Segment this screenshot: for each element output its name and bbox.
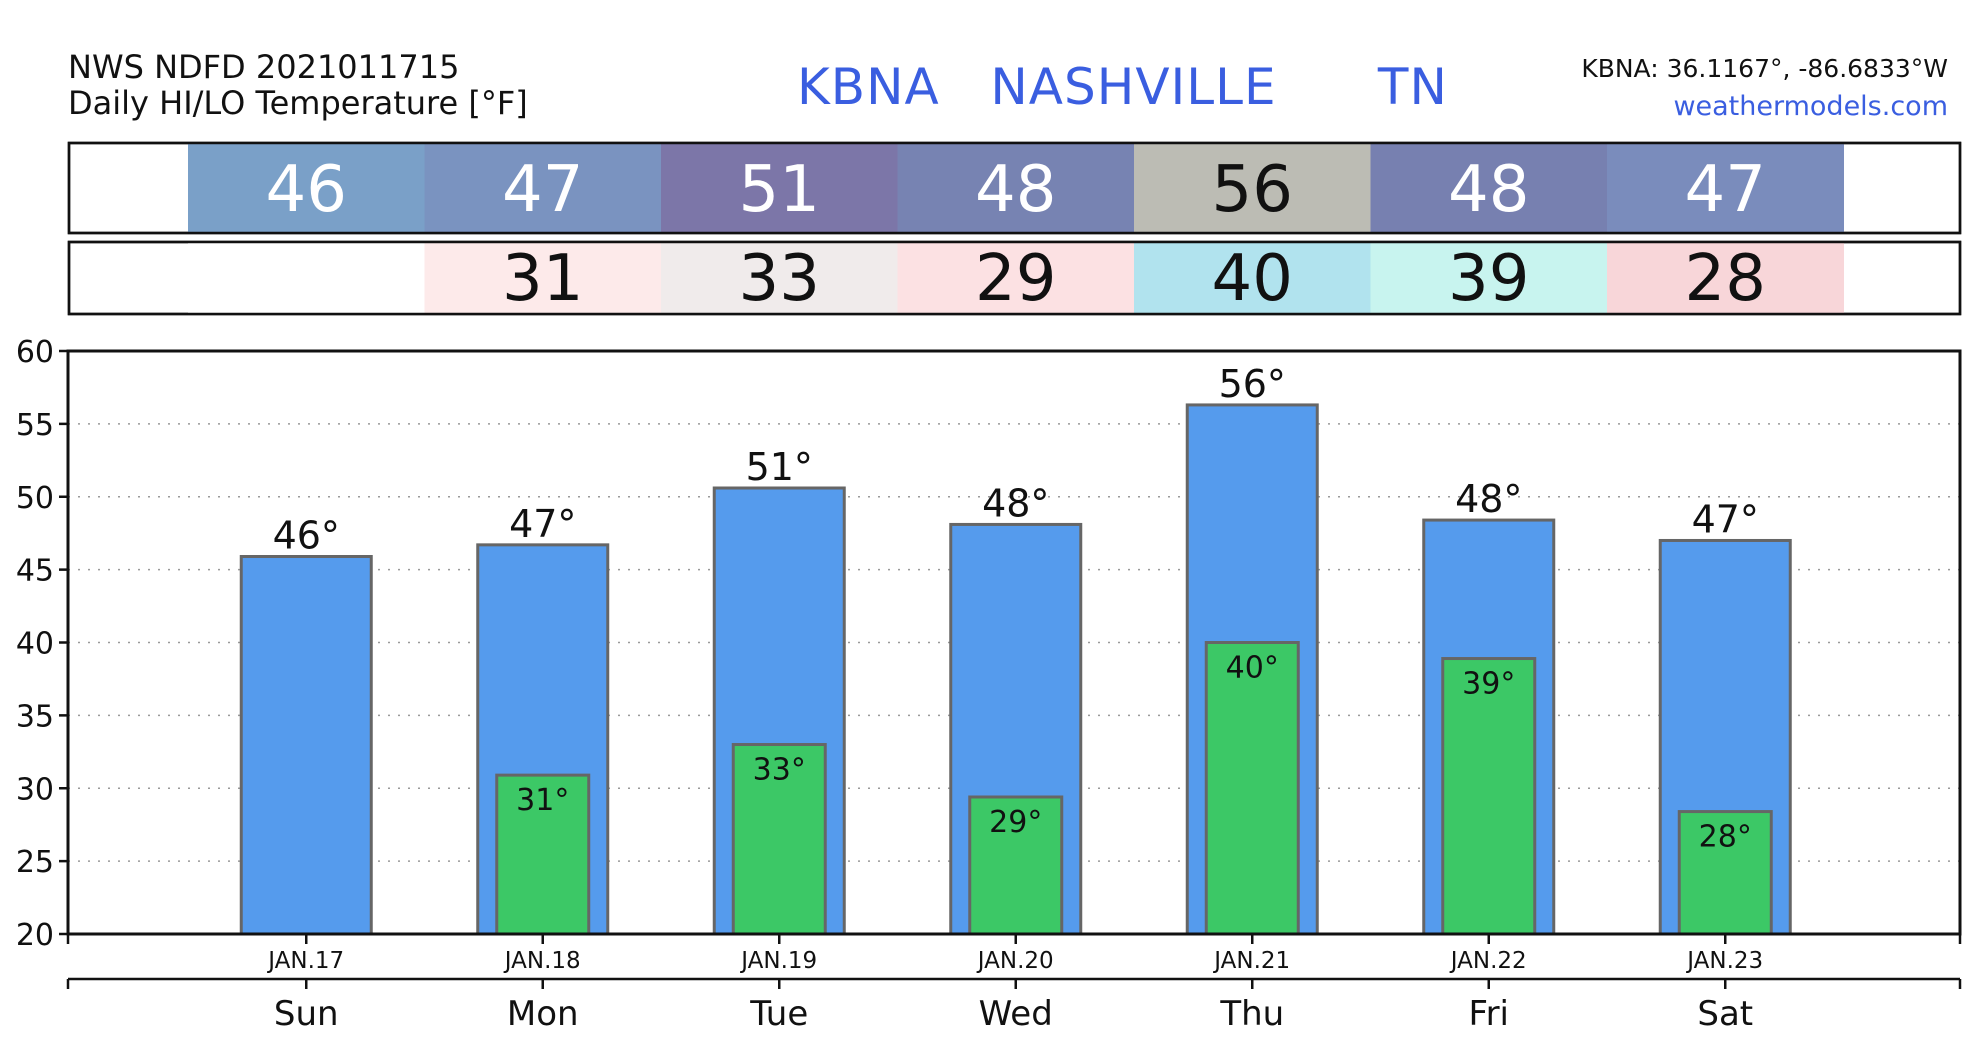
hi-strip-value: 46: [266, 153, 347, 227]
hi-strip-border: [67, 141, 1962, 235]
hi-bar-label: 48°: [982, 481, 1049, 525]
lo-strip-border: [67, 240, 1962, 316]
hi-strip-cell: [424, 144, 662, 232]
hi-strip-value: 56: [1212, 153, 1293, 227]
date-label: JAN.23: [1685, 948, 1763, 974]
y-tick-label: 25: [16, 845, 54, 880]
hi-strip-cell: [1370, 144, 1608, 232]
y-tick-label: 40: [16, 627, 54, 662]
hi-bar-label: 47°: [1692, 497, 1759, 541]
hi-strip-value: 47: [502, 153, 583, 227]
lo-bar-label: 29°: [989, 805, 1042, 840]
hi-bar-label: 46°: [273, 514, 340, 558]
date-label: JAN.22: [1449, 948, 1527, 974]
hi-bar: [239, 555, 373, 936]
lo-bars: [495, 641, 1773, 936]
lo-strip-value: 31: [502, 242, 583, 316]
bar-labels: 46° 47° 51° 48° 56° 48° 47° 31° 33° 29° 40° 39° 28°: [273, 362, 1759, 855]
hi-strip-value: 48: [975, 153, 1056, 227]
hi-strip-cell: [661, 144, 898, 232]
day-label: Tue: [749, 994, 808, 1034]
lo-strip-value: 40: [1212, 242, 1293, 316]
lo-strip-cell: [1370, 243, 1608, 313]
lo-bar-label: 40°: [1226, 651, 1279, 686]
y-tick-label: 20: [16, 918, 54, 953]
lo-bar-label: 31°: [516, 783, 569, 818]
y-tick-label: 45: [16, 554, 54, 589]
lo-strip-cell: [188, 243, 425, 313]
x-axis: JAN.17 JAN.18 JAN.19 JAN.20 JAN.21 JAN.22 JAN.…: [66, 934, 1962, 974]
hi-temperature-strip: 46 47 51 48 56 48 47: [67, 141, 1962, 235]
date-label: JAN.19: [739, 948, 817, 974]
day-label: Wed: [979, 994, 1053, 1034]
plot-frame: [66, 349, 1962, 936]
y-axis: 20 25 30 35 40 45 50 55 60: [16, 335, 68, 953]
hi-bar-label: 47°: [509, 502, 576, 546]
lo-bar: [495, 773, 591, 936]
lo-strip-cell: [661, 243, 898, 313]
hi-bar-label: 48°: [1455, 477, 1522, 521]
station-coords: KBNA: 36.1167°, -86.6833°W: [1581, 54, 1948, 83]
hi-strip-value: 47: [1685, 153, 1766, 227]
lo-temperature-strip: 31 33 29 40 39 28: [67, 240, 1962, 316]
lo-bar: [731, 743, 827, 936]
lo-strip-cell: [1607, 243, 1844, 313]
y-tick-label: 50: [16, 481, 54, 516]
hi-bar-label: 51°: [746, 445, 813, 489]
hi-strip-cell: [1607, 144, 1844, 232]
y-tick-label: 55: [16, 408, 54, 443]
y-tick-label: 30: [16, 772, 54, 807]
lo-bar-label: 28°: [1699, 820, 1752, 855]
lo-strip-value: 29: [975, 242, 1056, 316]
lo-strip-value: 28: [1685, 242, 1766, 316]
lo-bar-label: 33°: [753, 753, 806, 788]
lo-bar: [1204, 641, 1300, 936]
lo-strip-cell: [1134, 243, 1371, 313]
y-tick-label: 35: [16, 699, 54, 734]
date-label: JAN.20: [976, 948, 1054, 974]
lo-strip-cell: [424, 243, 662, 313]
hi-strip-cell: [1134, 144, 1371, 232]
date-label: JAN.21: [1212, 948, 1290, 974]
day-label: Mon: [507, 994, 579, 1034]
lo-bar-label: 39°: [1462, 667, 1515, 702]
hi-bar-label: 56°: [1219, 362, 1286, 406]
hi-strip-cell: [897, 144, 1135, 232]
lo-strip-value: 33: [739, 242, 820, 316]
y-tick-label: 60: [16, 335, 54, 370]
day-label: Sun: [274, 994, 339, 1034]
date-label: JAN.18: [503, 948, 581, 974]
date-label: JAN.17: [266, 948, 344, 974]
day-label: Thu: [1219, 994, 1284, 1034]
day-axis: Sun Mon Tue Wed Thu Fri Sat: [66, 977, 1962, 1034]
source-line: NWS NDFD 2021011715: [68, 48, 459, 86]
lo-bar: [1441, 657, 1537, 936]
hi-strip-value: 48: [1448, 153, 1529, 227]
lo-strip-cell: [897, 243, 1135, 313]
product-title: Daily HI/LO Temperature [°F]: [68, 84, 528, 122]
lo-strip-value: 39: [1448, 242, 1529, 316]
site-link[interactable]: weathermodels.com: [1673, 91, 1948, 122]
day-label: Sat: [1697, 994, 1753, 1034]
day-label: Fri: [1468, 994, 1509, 1034]
hi-strip-cell: [188, 144, 425, 232]
hi-strip-value: 51: [739, 153, 820, 227]
station-title: KBNA NASHVILLE TN: [797, 58, 1448, 116]
